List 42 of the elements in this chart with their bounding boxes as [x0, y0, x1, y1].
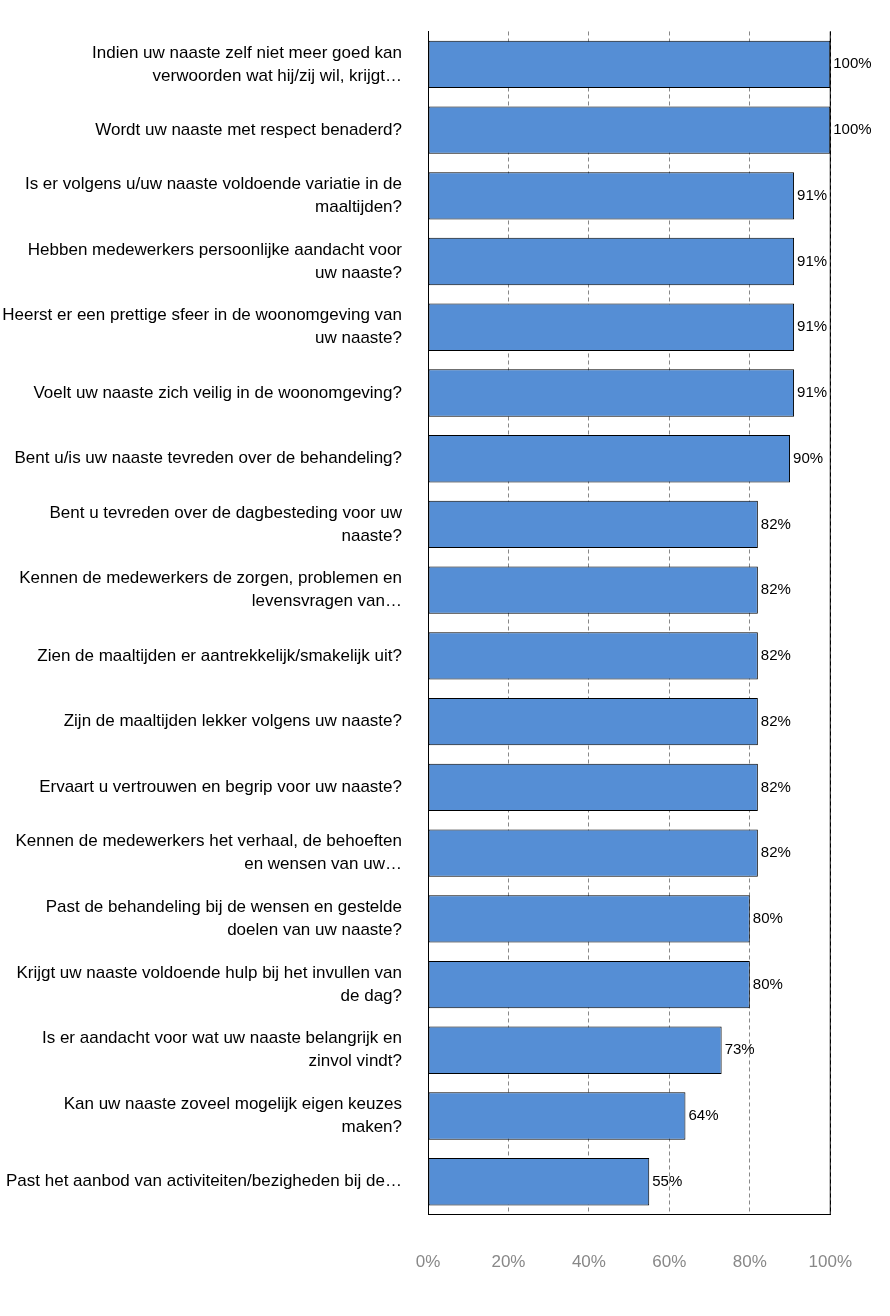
y-tick-label: Hebben medewerkers persoonlijke aandacht voor uw naaste? [27, 239, 403, 282]
data-label: 91% [797, 317, 828, 335]
data-label: 64% [688, 1106, 719, 1124]
y-tick-label: Kan uw naaste zoveel mogelijk eigen keuzes maken? [63, 1094, 402, 1137]
y-tick-label: Is er aandacht voor wat uw naaste belangrijk en zinvol vindt? [41, 1028, 402, 1071]
y-tick-label: Kennen de medewerkers de zorgen, problemen en levensvragen van… [19, 568, 402, 611]
x-tick-label: 0% [415, 1252, 441, 1272]
data-label: 100% [833, 120, 872, 138]
data-label: 91% [797, 185, 828, 203]
data-label: 82% [760, 777, 791, 795]
y-tick-label: Indien uw naaste zelf niet meer goed kan verwoorden wat hij/zij wil, krijgt… [92, 42, 402, 85]
x-tick-label: 100% [808, 1252, 852, 1272]
data-label: 100% [833, 54, 872, 72]
y-tick-label: Bent u/is uw naaste tevreden over de behandeling? [14, 448, 402, 468]
x-tick-label: 80% [732, 1252, 767, 1272]
x-tick-label: 20% [491, 1252, 526, 1272]
x-tick-label: 40% [571, 1252, 606, 1272]
y-tick-label: Kennen de medewerkers het verhaal, de behoeften en wensen van uw… [15, 831, 402, 874]
y-tick-label: Is er volgens u/uw naaste voldoende variatie in de maaltijden? [24, 174, 402, 216]
data-label: 91% [797, 251, 828, 269]
data-label: 91% [797, 383, 828, 401]
x-tick-label: 60% [652, 1252, 687, 1272]
y-tick-label: Heerst er een prettige sfeer in de woonomgeving van uw naaste? [2, 305, 402, 348]
y-tick-label: Voelt uw naaste zich veilig in de woonomgeving? [33, 382, 402, 402]
data-label: 80% [752, 908, 783, 926]
data-label: 82% [760, 580, 791, 598]
data-label: 82% [760, 711, 791, 729]
data-label: 55% [652, 1171, 683, 1189]
y-tick-label: Zien de maaltijden er aantrekkelijk/smakelijk uit? [37, 645, 402, 665]
y-tick-label: Wordt uw naaste met respect benaderd? [95, 119, 402, 139]
data-label: 73% [724, 1040, 755, 1058]
y-tick-label: Bent u tevreden over de dagbesteding voor uw naaste? [49, 502, 403, 545]
y-tick-label: Past de behandeling bij de wensen en gestelde doelen van uw naaste? [45, 897, 402, 939]
y-tick-label: Zijn de maaltijden lekker volgens uw naaste? [63, 711, 402, 731]
data-label: 90% [793, 448, 824, 466]
y-tick-label: Krijgt uw naaste voldoende hulp bij het invullen van de dag? [16, 962, 402, 1005]
y-tick-label: Past het aanbod van activiteiten/bezigheden bij de… [6, 1171, 402, 1191]
data-label: 82% [760, 646, 791, 664]
y-tick-label: Ervaart u vertrouwen en begrip voor uw naaste? [39, 777, 402, 797]
data-label: 82% [760, 843, 791, 861]
data-label: 82% [760, 514, 791, 532]
data-label: 80% [752, 974, 783, 992]
